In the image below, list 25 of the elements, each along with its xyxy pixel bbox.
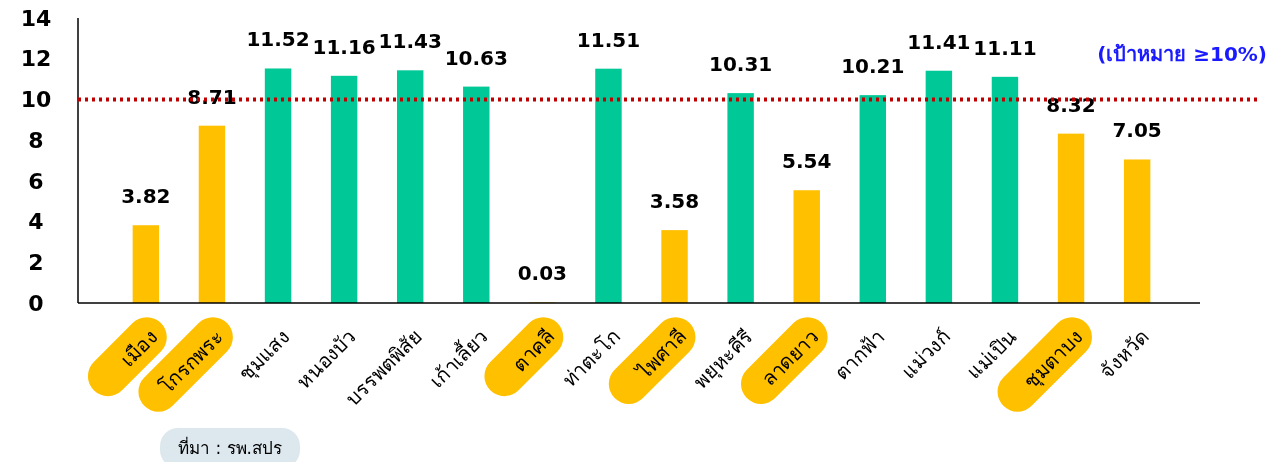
data-label: 11.16 <box>312 34 376 59</box>
y-tick-label: 8 <box>28 127 44 153</box>
data-label: 5.54 <box>782 149 832 174</box>
data-label: 11.52 <box>246 27 310 52</box>
y-tick-label: 14 <box>20 5 52 31</box>
y-tick-label: 6 <box>28 168 44 194</box>
data-label: 11.43 <box>378 29 442 54</box>
y-tick-label: 12 <box>20 46 52 72</box>
y-tick-label: 10 <box>20 87 52 113</box>
y-tick-label: 2 <box>28 249 44 275</box>
y-tick-label: 4 <box>28 209 44 235</box>
y-tick-label: 0 <box>28 290 44 316</box>
data-label: 11.41 <box>907 29 971 54</box>
data-label: 3.58 <box>649 189 700 214</box>
data-label: 3.82 <box>121 184 171 209</box>
data-label: 10.63 <box>444 45 508 70</box>
text: ที่มา : รพ.สปร <box>178 435 282 458</box>
data-label: 11.51 <box>576 27 641 52</box>
data-label: 10.21 <box>841 54 905 79</box>
data-label: 0.03 <box>517 261 568 286</box>
data-label: 7.05 <box>1112 118 1162 143</box>
data-label: 11.11 <box>973 35 1037 60</box>
data-label: 10.31 <box>708 52 773 77</box>
x-tick-label: เมือง <box>115 324 163 372</box>
ref-line-label: (เป้าหมาย ≥10%) <box>1097 42 1267 67</box>
